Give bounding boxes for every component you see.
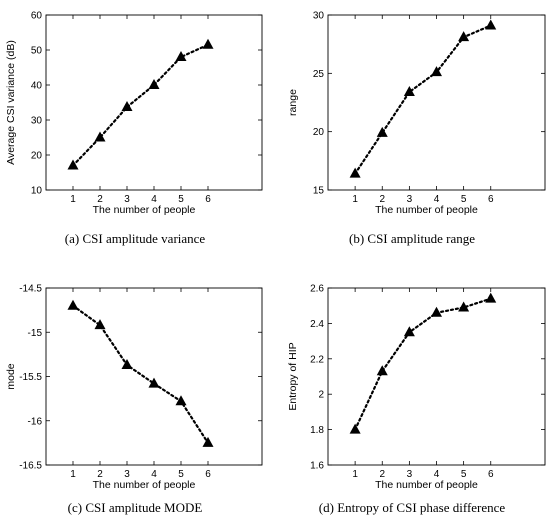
y-tick-label: -15 — [28, 328, 43, 339]
data-point-marker — [67, 159, 79, 170]
series-line — [71, 43, 210, 167]
data-point-marker — [94, 319, 106, 330]
x-axis-label: The number of people — [93, 479, 196, 491]
x-tick-label: 5 — [461, 469, 467, 480]
x-tick-label: 1 — [352, 194, 358, 205]
series-line — [71, 304, 210, 444]
y-tick-label: 20 — [31, 151, 43, 162]
x-tick-label: 6 — [205, 469, 211, 480]
plot-frame — [45, 14, 263, 191]
y-tick-label: 10 — [31, 186, 43, 197]
data-point-marker — [431, 66, 442, 77]
data-point-marker — [94, 131, 106, 142]
x-tick-label: 2 — [379, 194, 385, 205]
x-tick-label: 5 — [178, 194, 184, 205]
data-point-marker — [349, 167, 361, 178]
data-point-marker — [175, 395, 187, 406]
data-point-marker — [148, 79, 160, 89]
x-tick-label: 1 — [70, 469, 76, 480]
y-tick-label: 2.2 — [310, 354, 324, 365]
x-tick-label: 1 — [70, 194, 76, 205]
data-point-marker — [403, 326, 415, 337]
subfigure-caption: (c) CSI amplitude MODE — [68, 500, 203, 515]
data-point-marker — [148, 377, 160, 388]
data-point-marker — [121, 101, 133, 112]
x-tick-label: 6 — [205, 194, 211, 205]
x-tick-label: 3 — [407, 469, 413, 480]
data-point-marker — [349, 423, 361, 434]
data-point-marker — [485, 292, 497, 303]
x-tick-label: 3 — [124, 194, 130, 205]
plot-frame — [45, 287, 263, 466]
data-point-marker — [403, 86, 415, 96]
y-tick-label: -16.5 — [19, 461, 42, 472]
data-point-marker — [175, 51, 187, 61]
x-axis-label: The number of people — [375, 479, 478, 491]
data-point-marker — [485, 19, 497, 30]
y-tick-label: 25 — [313, 69, 325, 80]
y-tick-label: 2.6 — [310, 284, 324, 295]
data-point-marker — [376, 126, 388, 137]
x-tick-label: 5 — [178, 469, 184, 480]
x-tick-label: 4 — [434, 194, 440, 205]
y-axis-label: Entropy of HIP — [287, 342, 299, 410]
data-point-marker — [376, 365, 388, 376]
x-tick-label: 1 — [352, 469, 358, 480]
x-tick-label: 2 — [97, 469, 103, 480]
series-line — [354, 24, 492, 175]
x-tick-label: 2 — [97, 194, 103, 205]
data-point-marker — [431, 306, 442, 317]
y-tick-label: 1.6 — [310, 461, 324, 472]
subfigure-caption: (a) CSI amplitude variance — [65, 231, 206, 246]
y-tick-label: -14.5 — [19, 284, 42, 295]
series-line — [354, 297, 492, 431]
x-tick-label: 2 — [379, 469, 385, 480]
x-tick-label: 3 — [407, 194, 413, 205]
x-tick-label: 3 — [124, 469, 130, 480]
data-point-marker — [121, 358, 133, 369]
x-tick-label: 4 — [151, 469, 157, 480]
y-tick-label: 20 — [313, 127, 325, 138]
y-tick-label: -16 — [28, 416, 43, 427]
y-axis-label: mode — [5, 363, 17, 389]
x-tick-label: 4 — [434, 469, 440, 480]
y-axis-label: Average CSI variance (dB) — [5, 40, 17, 165]
y-tick-label: 30 — [313, 11, 325, 22]
data-point-marker — [458, 31, 470, 42]
x-tick-label: 4 — [151, 194, 157, 205]
y-tick-label: -15.5 — [19, 372, 42, 383]
y-tick-label: 2 — [318, 390, 324, 401]
y-tick-label: 15 — [313, 186, 325, 197]
data-point-marker — [458, 301, 470, 312]
data-point-marker — [67, 299, 79, 310]
y-tick-label: 2.4 — [310, 319, 324, 330]
y-tick-label: 50 — [31, 46, 43, 57]
y-tick-label: 40 — [31, 81, 43, 92]
x-tick-label: 5 — [461, 194, 467, 205]
data-point-marker — [202, 436, 214, 447]
y-tick-label: 30 — [31, 116, 43, 127]
subfigure-caption: (b) CSI amplitude range — [349, 231, 475, 246]
y-tick-label: 60 — [31, 11, 43, 22]
y-tick-label: 1.8 — [310, 425, 324, 436]
y-axis-label: range — [287, 89, 299, 116]
x-tick-label: 6 — [488, 469, 494, 480]
x-tick-label: 6 — [488, 194, 494, 205]
data-point-marker — [202, 38, 214, 49]
subfigure-caption: (d) Entropy of CSI phase difference — [319, 500, 506, 515]
x-axis-label: The number of people — [375, 204, 478, 216]
x-axis-label: The number of people — [93, 204, 196, 216]
